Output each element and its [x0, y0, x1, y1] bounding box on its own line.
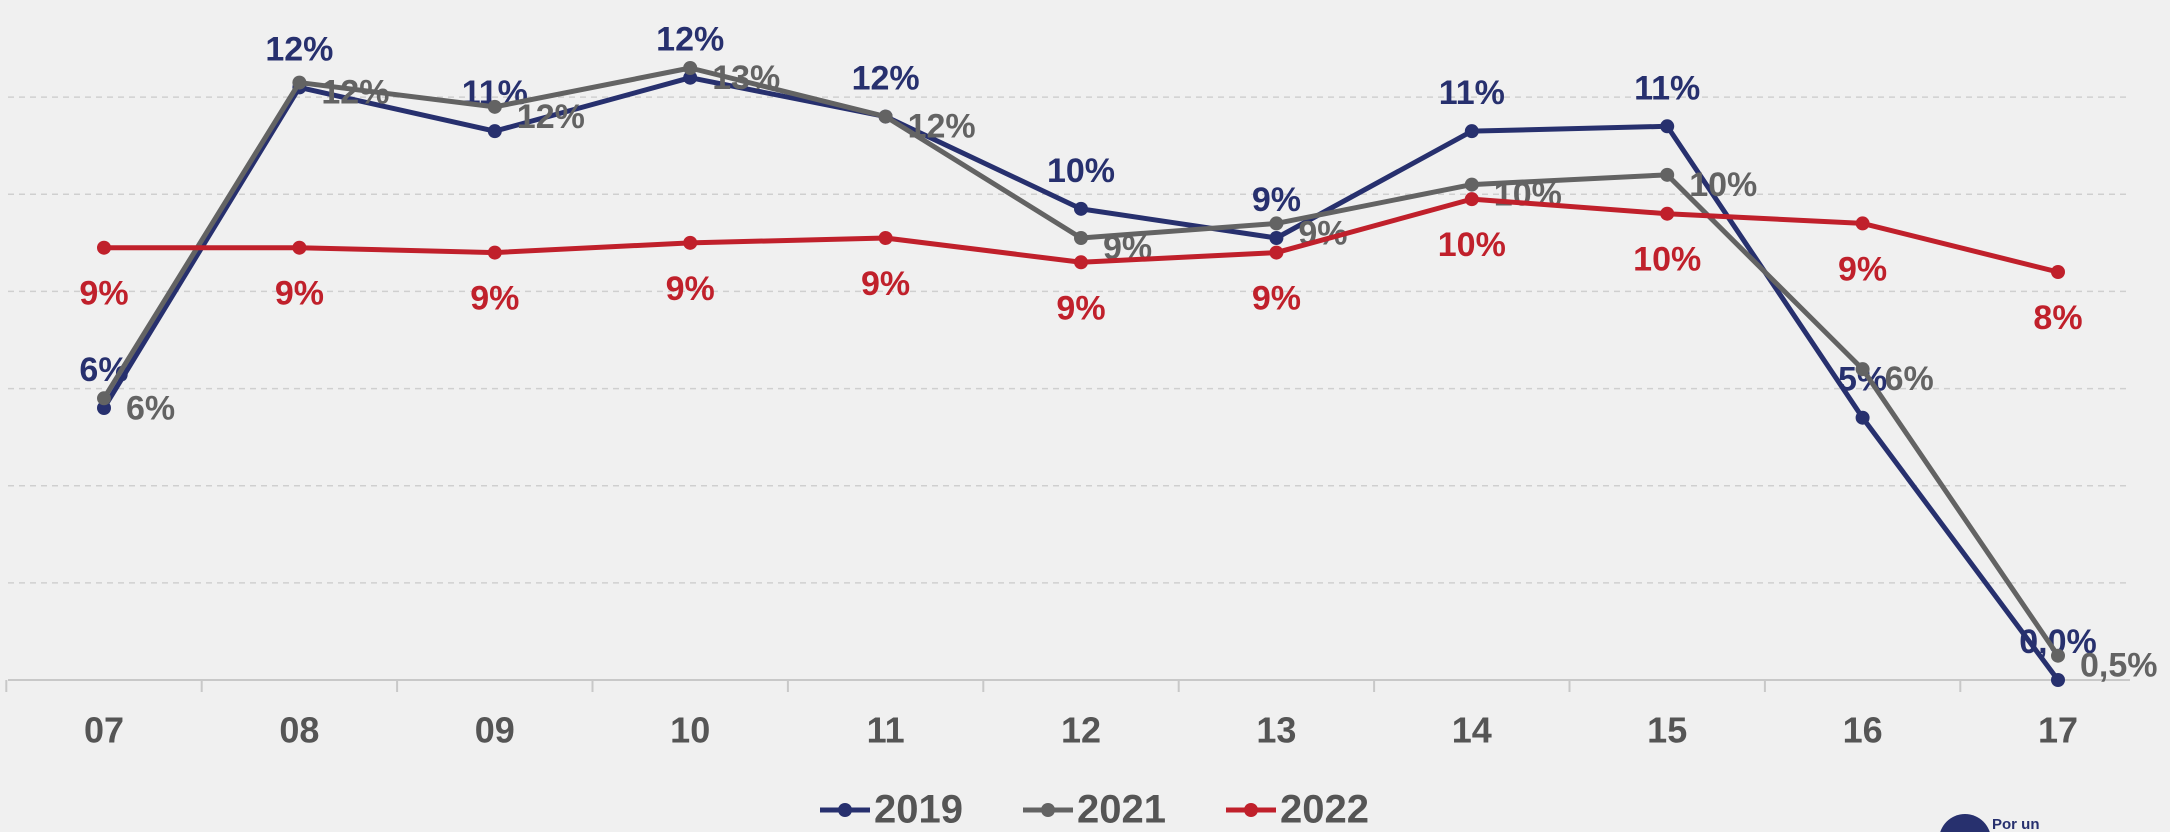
data-label: 9%	[470, 280, 519, 318]
data-label: 12%	[321, 74, 389, 112]
point	[1464, 177, 1479, 192]
x-tick-label: 14	[1452, 710, 1492, 751]
data-label: 9%	[861, 265, 910, 303]
legend-label: 2021	[1077, 788, 1166, 832]
x-tick-label: 17	[2038, 710, 2078, 751]
legend-marker	[838, 803, 852, 817]
point	[1269, 216, 1284, 231]
data-label: 13%	[712, 59, 780, 97]
point	[878, 231, 893, 245]
point	[1464, 124, 1479, 139]
point	[1269, 231, 1284, 245]
data-label: 9%	[79, 275, 128, 313]
point	[97, 391, 111, 406]
data-label: 0,5%	[2080, 647, 2158, 685]
data-label: 12%	[656, 21, 724, 59]
data-label: 10%	[1494, 176, 1562, 214]
point	[1464, 192, 1479, 207]
data-label: 11%	[1634, 69, 1700, 107]
x-tick-label: 07	[84, 710, 124, 751]
point	[2051, 265, 2065, 279]
point	[2051, 648, 2065, 663]
point	[1855, 216, 1870, 231]
data-label: 10%	[1438, 226, 1506, 264]
data-label: 10%	[1047, 152, 1115, 190]
data-label: 9%	[1252, 181, 1301, 219]
data-label: 6%	[1885, 360, 1934, 398]
x-tick-label: 12	[1061, 710, 1101, 751]
point	[1074, 255, 1088, 270]
data-label: 6%	[126, 389, 175, 427]
x-tick-label: 13	[1256, 710, 1296, 751]
data-label: 10%	[1689, 166, 1757, 204]
data-label: 11%	[1439, 74, 1505, 112]
data-label: 9%	[1252, 280, 1301, 318]
logo-text: Por un	[1992, 816, 2040, 832]
point	[1660, 206, 1675, 221]
point	[1074, 231, 1088, 245]
data-label: 12%	[265, 30, 333, 68]
point	[878, 109, 893, 124]
point	[683, 235, 698, 250]
data-label: 9%	[1056, 289, 1105, 327]
point	[1855, 410, 1870, 425]
point	[1269, 245, 1284, 260]
data-label: 9%	[666, 270, 715, 308]
point	[292, 75, 307, 90]
legend-marker	[1041, 803, 1055, 817]
legend-label: 2022	[1280, 788, 1369, 832]
legend-marker	[1244, 803, 1258, 817]
point	[683, 70, 698, 85]
point	[97, 401, 111, 415]
data-label: 9%	[275, 275, 324, 313]
point	[1660, 119, 1675, 134]
logo-mark	[1940, 814, 1990, 832]
point	[2051, 673, 2065, 687]
data-label: 12%	[852, 60, 920, 98]
point	[97, 240, 111, 255]
x-tick-label: 11	[867, 710, 905, 751]
x-tick-label: 16	[1843, 710, 1883, 751]
x-tick-label: 15	[1647, 710, 1687, 751]
data-label: 12%	[517, 98, 585, 136]
data-label: 8%	[2033, 299, 2082, 337]
point	[292, 240, 307, 255]
point	[487, 245, 502, 260]
data-label: 12%	[908, 108, 976, 146]
legend-label: 2019	[874, 788, 963, 832]
x-tick-label: 08	[279, 710, 319, 751]
x-tick-label: 09	[475, 710, 515, 751]
x-tick-label: 10	[670, 710, 710, 751]
point	[683, 61, 698, 75]
point	[1660, 167, 1675, 182]
data-label: 9%	[1838, 250, 1887, 288]
point	[487, 124, 502, 139]
data-label: 10%	[1633, 241, 1701, 279]
point	[1855, 362, 1870, 377]
point	[1074, 201, 1088, 216]
point	[487, 99, 502, 114]
